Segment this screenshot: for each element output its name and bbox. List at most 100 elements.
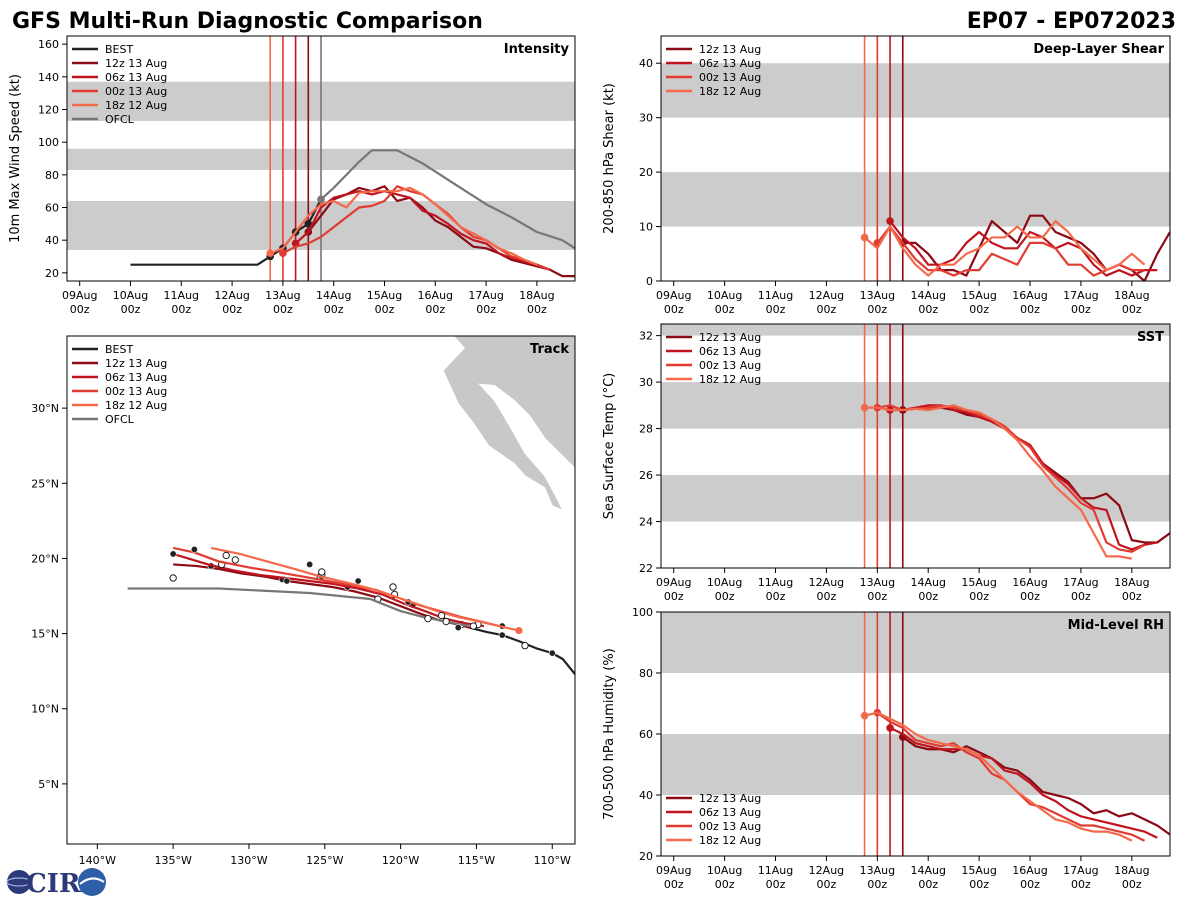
rh-plot-area xyxy=(661,612,1170,856)
y-tick-label: 80 xyxy=(639,667,653,680)
x-tick-label: 00z xyxy=(1071,303,1091,316)
x-tick-label: 130°W xyxy=(230,854,267,867)
x-tick-label: 12Aug xyxy=(809,289,844,302)
data-point xyxy=(886,217,894,225)
storm-id: EP07 - EP072023 xyxy=(967,9,1176,34)
x-tick-label: 14Aug xyxy=(910,576,945,589)
x-tick-label: 17Aug xyxy=(468,289,503,302)
y-tick-label: 0 xyxy=(646,275,653,288)
position-point xyxy=(442,617,450,626)
x-tick-label: 18Aug xyxy=(1114,576,1149,589)
x-tick-label: 00z xyxy=(121,303,141,316)
y-tick-label: 160 xyxy=(38,38,59,51)
x-tick-label: 18Aug xyxy=(519,289,554,302)
x-tick-label: 17Aug xyxy=(1063,864,1098,877)
x-tick-label: 120°W xyxy=(382,854,419,867)
x-tick-label: 00z xyxy=(425,303,445,316)
legend-label: 06z 13 Aug xyxy=(105,371,167,384)
x-tick-label: 13Aug xyxy=(860,576,895,589)
x-tick-label: 16Aug xyxy=(418,289,453,302)
data-point xyxy=(304,220,313,228)
x-tick-label: 115°W xyxy=(458,854,495,867)
panel-title: Mid-Level RH xyxy=(1068,618,1164,633)
series-line xyxy=(320,149,575,250)
x-tick-label: 00z xyxy=(817,303,837,316)
x-tick-label: 10Aug xyxy=(707,864,742,877)
x-tick-label: 00z xyxy=(867,303,887,316)
x-tick-label: 11Aug xyxy=(758,289,793,302)
sst-panel: 09Aug00z10Aug00z11Aug00z12Aug00z13Aug00z… xyxy=(602,323,1171,603)
shear-panel: 09Aug00z10Aug00z11Aug00z12Aug00z13Aug00z… xyxy=(602,35,1171,316)
intensity-frame xyxy=(66,35,576,282)
series-line xyxy=(863,220,1146,277)
sst-frame xyxy=(660,323,1171,569)
x-tick-label: 15Aug xyxy=(961,576,996,589)
y-axis-label: 10m Max Wind Speed (kt) xyxy=(8,74,23,243)
legend-label: 06z 13 Aug xyxy=(105,71,167,84)
legend-label: 00z 13 Aug xyxy=(105,385,167,398)
shaded-band xyxy=(661,612,1170,673)
x-tick-label: 00z xyxy=(527,303,547,316)
x-tick-label: 18Aug xyxy=(1114,289,1149,302)
x-tick-label: 17Aug xyxy=(1063,576,1098,589)
x-tick-label: 17Aug xyxy=(1063,289,1098,302)
y-tick-label: 60 xyxy=(45,202,59,215)
position-point xyxy=(190,545,198,553)
y-tick-label: 15°N xyxy=(31,628,59,641)
x-tick-label: 00z xyxy=(222,303,242,316)
y-tick-label: 25°N xyxy=(31,477,59,490)
track-panel: 140°W 135°W 130°W 125°W 120°W 115°W 110°W 5°N 10… xyxy=(31,335,576,867)
x-tick-label: 00z xyxy=(867,878,887,891)
x-tick-label: 09Aug xyxy=(656,864,691,877)
legend-label: 00z 13 Aug xyxy=(105,85,167,98)
position-point xyxy=(548,649,556,657)
x-tick-label: 00z xyxy=(918,878,938,891)
x-tick-label: 15Aug xyxy=(961,864,996,877)
x-tick-label: 15Aug xyxy=(961,289,996,302)
position-point xyxy=(169,574,177,582)
legend-label: 18z 12 Aug xyxy=(699,85,761,98)
data-point xyxy=(279,249,287,258)
position-point xyxy=(498,631,506,639)
x-tick-label: 00z xyxy=(1071,878,1091,891)
data-point xyxy=(860,233,869,242)
series-line xyxy=(902,736,1170,836)
legend-label: 00z 13 Aug xyxy=(699,359,761,372)
x-tick-label: 10Aug xyxy=(707,576,742,589)
legend-label: 18z 12 Aug xyxy=(105,99,167,112)
track-frame xyxy=(66,335,576,845)
legend-label: 00z 13 Aug xyxy=(699,820,761,833)
y-tick-label: 30°N xyxy=(31,402,59,415)
x-tick-label: 00z xyxy=(375,303,395,316)
legend-label: OFCL xyxy=(105,113,135,126)
legend-label: 06z 13 Aug xyxy=(699,345,761,358)
x-tick-label: 00z xyxy=(1122,590,1142,603)
x-tick-label: 00z xyxy=(715,590,735,603)
position-point xyxy=(354,577,362,585)
y-tick-label: 20°N xyxy=(31,552,59,565)
y-tick-label: 30 xyxy=(639,376,653,389)
rh-panel: 09Aug00z10Aug00z11Aug00z12Aug00z13Aug00z… xyxy=(602,606,1171,891)
x-tick-label: 00z xyxy=(1122,303,1142,316)
x-tick-label: 00z xyxy=(766,878,786,891)
x-tick-label: 16Aug xyxy=(1012,289,1047,302)
legend-label: 12z 13 Aug xyxy=(699,43,761,56)
x-tick-label: 00z xyxy=(867,590,887,603)
y-tick-label: 40 xyxy=(45,234,59,247)
x-tick-label: 125°W xyxy=(306,854,343,867)
position-point xyxy=(469,622,478,630)
data-point xyxy=(266,249,275,258)
x-tick-label: 00z xyxy=(1122,878,1142,891)
x-tick-label: 140°W xyxy=(79,854,116,867)
intensity-panel: 09Aug00z10Aug00z11Aug00z12Aug00z13Aug00z… xyxy=(8,35,576,316)
y-tick-label: 22 xyxy=(639,562,653,575)
panel-title: Deep-Layer Shear xyxy=(1033,42,1164,57)
x-tick-label: 18Aug xyxy=(1114,864,1149,877)
x-tick-label: 10Aug xyxy=(707,289,742,302)
legend-label: 12z 13 Aug xyxy=(699,331,761,344)
x-tick-label: 00z xyxy=(273,303,293,316)
x-tick-label: 00z xyxy=(664,303,684,316)
landmass xyxy=(442,336,575,512)
position-point xyxy=(521,641,529,650)
series-line xyxy=(876,225,1145,277)
